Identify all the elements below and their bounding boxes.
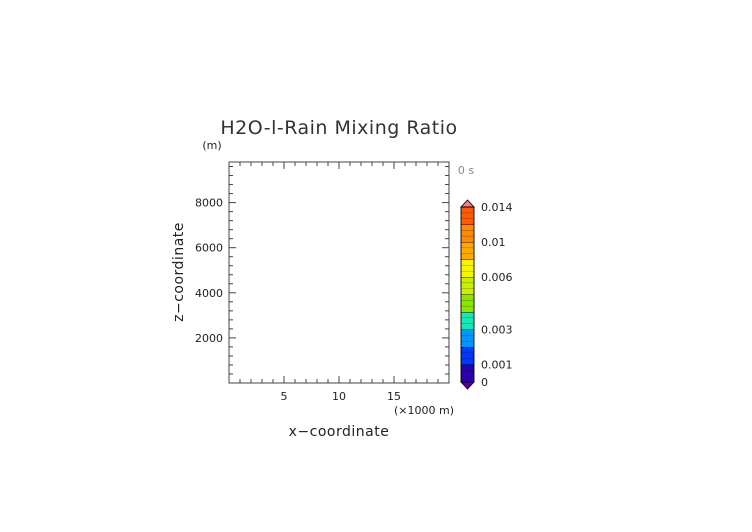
x-axis-ticks: 5 10 15 bbox=[239, 162, 439, 403]
y-tick-label: 6000 bbox=[195, 242, 223, 255]
colorbar-tick-label: 0.01 bbox=[481, 236, 506, 249]
y-tick-label: 2000 bbox=[195, 332, 223, 345]
x-tick-label: 10 bbox=[332, 390, 346, 403]
colorbar-underflow-triangle bbox=[460, 381, 475, 390]
colorbar-band bbox=[461, 329, 474, 347]
colorbar-band bbox=[461, 242, 474, 260]
colorbar-tick-label: 0.003 bbox=[481, 324, 513, 337]
colorbar-band bbox=[461, 364, 474, 382]
colorbar-tick-label: 0.001 bbox=[481, 359, 513, 372]
colorbar-band bbox=[461, 259, 474, 277]
colorbar-band bbox=[461, 347, 474, 365]
y-axis-ticks: 2000 4000 6000 8000 bbox=[195, 166, 449, 375]
colorbar-frame bbox=[460, 206, 475, 383]
y-axis-unit: (m) bbox=[202, 139, 221, 152]
x-axis-unit: (×1000 m) bbox=[394, 404, 454, 417]
colorbar-tick-label: 0.006 bbox=[481, 271, 513, 284]
colorbar-tick-label: 0.014 bbox=[481, 201, 513, 214]
y-axis-title: z−coordinate bbox=[171, 222, 187, 322]
colorbar: 0 0.001 0.003 0.006 0.01 0.014 bbox=[460, 199, 513, 390]
colorbar-band bbox=[461, 224, 474, 242]
chart-title: H2O-l-Rain Mixing Ratio bbox=[220, 117, 457, 139]
colorbar-overflow-triangle bbox=[460, 199, 475, 208]
colorbar-band bbox=[461, 294, 474, 312]
colorbar-band bbox=[461, 312, 474, 330]
colorbar-band bbox=[461, 207, 474, 225]
colorbar-band bbox=[461, 277, 474, 295]
time-label: 0 s bbox=[458, 164, 474, 177]
y-tick-label: 8000 bbox=[195, 197, 223, 210]
y-tick-label: 4000 bbox=[195, 287, 223, 300]
x-tick-label: 15 bbox=[387, 390, 401, 403]
x-tick-label: 5 bbox=[281, 390, 288, 403]
x-axis-title: x−coordinate bbox=[289, 424, 390, 440]
colorbar-tick-label: 0 bbox=[481, 376, 488, 389]
plot-area bbox=[228, 161, 450, 384]
